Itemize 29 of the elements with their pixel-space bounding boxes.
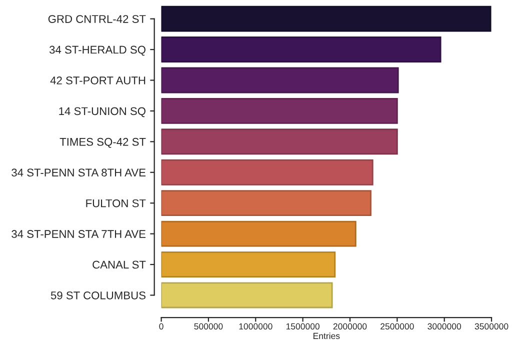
y-tick-label: 14 ST-UNION SQ bbox=[59, 107, 146, 118]
bar bbox=[161, 159, 374, 186]
y-tick-label: GRD CNTRL-42 ST bbox=[48, 15, 146, 23]
y-tick-label: 34 ST-PENN STA 8TH AVE bbox=[12, 168, 146, 177]
bar bbox=[161, 128, 398, 155]
bar bbox=[161, 190, 372, 216]
bar bbox=[161, 282, 333, 308]
x-tick-label: 2500000 bbox=[380, 323, 414, 330]
x-tick-label: 1500000 bbox=[286, 323, 320, 330]
bar bbox=[161, 67, 399, 94]
bar bbox=[161, 220, 356, 247]
y-tick-label: 59 ST COLUMBUS bbox=[50, 291, 146, 300]
x-tick-label: 500000 bbox=[194, 323, 223, 330]
bar bbox=[161, 6, 492, 32]
bar bbox=[161, 98, 398, 124]
bar bbox=[161, 252, 336, 278]
y-tick-label: CANAL ST bbox=[92, 260, 146, 269]
x-tick-label: 3000000 bbox=[428, 323, 462, 330]
bar bbox=[161, 36, 442, 63]
y-tick-label: 34 ST-HERALD SQ bbox=[49, 46, 146, 56]
x-tick-label: 2000000 bbox=[333, 323, 367, 330]
y-tick-label: TIMES SQ-42 ST bbox=[60, 138, 146, 148]
y-tick-label: 34 ST-PENN STA 7TH AVE bbox=[12, 230, 146, 238]
y-tick-label: FULTON ST bbox=[86, 199, 146, 208]
y-tick-label: 42 ST-PORT AUTH bbox=[50, 76, 146, 84]
x-tick-label: 3500000 bbox=[474, 323, 508, 330]
x-axis-title: Entries bbox=[314, 332, 340, 340]
x-tick-label: 1000000 bbox=[239, 323, 272, 330]
x-tick-label: 0 bbox=[159, 323, 164, 330]
